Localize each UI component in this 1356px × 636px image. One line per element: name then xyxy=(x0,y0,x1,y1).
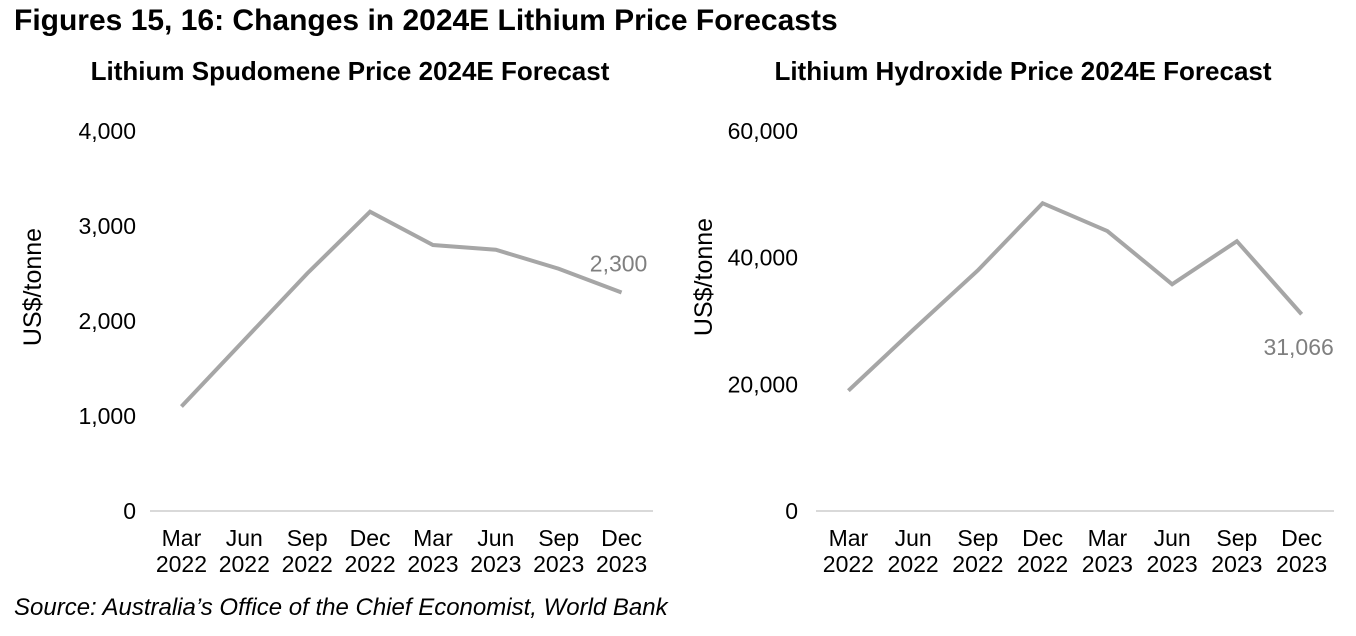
x-tick-label: 2023 xyxy=(596,551,647,577)
x-tick-label: Jun xyxy=(895,525,932,551)
x-tick-label: 2023 xyxy=(407,551,458,577)
y-tick-label: 20,000 xyxy=(728,371,798,397)
x-tick-label: 2022 xyxy=(282,551,333,577)
x-tick-label: Jun xyxy=(477,525,514,551)
x-tick-label: Dec xyxy=(1281,525,1322,551)
figure-title: Figures 15, 16: Changes in 2024E Lithium… xyxy=(14,4,838,37)
y-tick-label: 0 xyxy=(785,498,798,524)
x-tick-label: 2022 xyxy=(219,551,270,577)
end-value-label: 2,300 xyxy=(590,251,648,277)
x-tick-label: Sep xyxy=(957,525,998,551)
x-tick-label: Sep xyxy=(538,525,579,551)
x-tick-label: 2023 xyxy=(1211,551,1262,577)
x-tick-label: 2022 xyxy=(888,551,939,577)
x-tick-label: Mar xyxy=(162,525,202,551)
y-tick-label: 40,000 xyxy=(728,245,798,271)
x-tick-label: 2022 xyxy=(823,551,874,577)
x-tick-label: Sep xyxy=(287,525,328,551)
x-tick-label: 2023 xyxy=(533,551,584,577)
x-tick-label: Jun xyxy=(226,525,263,551)
x-tick-label: 2022 xyxy=(156,551,207,577)
x-tick-label: Dec xyxy=(350,525,391,551)
x-tick-label: 2023 xyxy=(1276,551,1327,577)
x-tick-label: Mar xyxy=(413,525,453,551)
y-tick-label: 0 xyxy=(123,498,136,524)
source-note: Source: Australia’s Office of the Chief … xyxy=(14,594,668,621)
x-tick-label: 2022 xyxy=(1017,551,1068,577)
forecast-line xyxy=(179,209,623,408)
spodumene-chart: 01,0002,0003,0004,000Mar2022Jun2022Sep20… xyxy=(78,118,653,577)
y-tick-label: 2,000 xyxy=(78,308,136,334)
y-tick-label: 3,000 xyxy=(78,213,136,239)
x-tick-label: Dec xyxy=(601,525,642,551)
spodumene-chart-title: Lithium Spudomene Price 2024E Forecast xyxy=(90,56,610,86)
forecast-line xyxy=(847,200,1304,393)
x-tick-label: Sep xyxy=(1216,525,1257,551)
x-tick-label: 2023 xyxy=(470,551,521,577)
end-value-label: 31,066 xyxy=(1263,334,1333,360)
hydroxide-chart: 020,00040,00060,000Mar2022Jun2022Sep2022… xyxy=(728,118,1334,577)
x-tick-label: 2023 xyxy=(1147,551,1198,577)
y-tick-label: 60,000 xyxy=(728,118,798,144)
x-tick-label: Mar xyxy=(1088,525,1128,551)
hydroxide-chart-title: Lithium Hydroxide Price 2024E Forecast xyxy=(774,56,1272,86)
x-tick-label: 2022 xyxy=(344,551,395,577)
y-tick-label: 1,000 xyxy=(78,403,136,429)
x-tick-label: Mar xyxy=(829,525,869,551)
x-tick-label: Dec xyxy=(1022,525,1063,551)
x-tick-label: 2022 xyxy=(952,551,1003,577)
y-tick-label: 4,000 xyxy=(78,118,136,144)
x-tick-label: Jun xyxy=(1154,525,1191,551)
x-tick-label: 2023 xyxy=(1082,551,1133,577)
